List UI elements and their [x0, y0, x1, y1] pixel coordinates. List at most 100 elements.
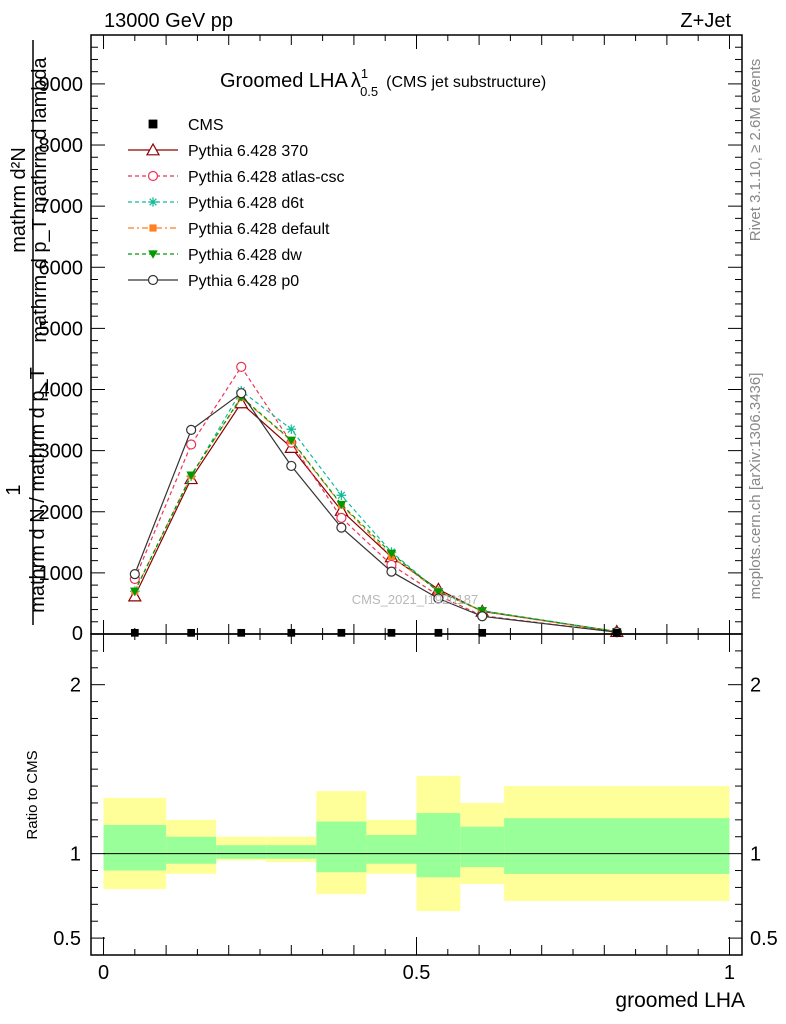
- cms-data-point: [237, 628, 246, 637]
- x-tick-label: 1: [724, 962, 735, 984]
- legend-marker-cms: [148, 119, 158, 129]
- ratio-band-inner: [504, 818, 730, 874]
- series-point-atlas_csc: [336, 512, 347, 523]
- title-suffix: (CMS jet substructure): [386, 74, 546, 91]
- legend-item-atlas_csc: Pythia 6.428 atlas-csc: [128, 169, 345, 186]
- legend-marker: [147, 170, 159, 182]
- y-tick-label: 8000: [39, 135, 84, 157]
- title-symbol: λ: [351, 70, 361, 92]
- series-point-atlas_csc: [186, 439, 197, 450]
- y-denominator-bottom: mathrm d N / mathrm d p_T: [27, 367, 49, 613]
- legend-label: CMS: [188, 117, 224, 134]
- y-tick-label: 1000: [39, 563, 84, 585]
- ratio-band-inner: [266, 845, 317, 859]
- rivet-label: Rivet 3.1.10, ≥ 2.6M events: [747, 59, 764, 242]
- y-tick-label: 5000: [39, 318, 84, 340]
- series-point-dw: [286, 436, 297, 446]
- mc-series-layer: [127, 361, 624, 638]
- ratio-band-inner: [103, 824, 167, 871]
- ratio-band-inner: [460, 826, 505, 868]
- x-tick-label: 0: [98, 962, 109, 984]
- ratio-y-tick-label: 2: [70, 675, 81, 697]
- series-point-p0: [236, 388, 247, 399]
- x-tick-label: 0.5: [403, 962, 431, 984]
- series-point-atlas_csc: [236, 361, 247, 372]
- series-point-dw: [433, 588, 444, 597]
- title-sub: 0.5: [360, 84, 378, 99]
- energy-label: 13000 GeV pp: [104, 10, 233, 32]
- process-label: Z+Jet: [680, 10, 731, 32]
- title-prefix: Groomed LHA: [220, 70, 348, 92]
- ratio-y-tick-label-right: 2: [750, 675, 761, 697]
- ratio-y-tick-label: 0.5: [53, 928, 81, 950]
- y-numerator-bottom: 1: [3, 484, 25, 495]
- ratio-y-label: Ratio to CMS: [24, 750, 41, 839]
- legend-label: Pythia 6.428 atlas-csc: [188, 169, 345, 186]
- watermark: CMS_2021_I1920187: [352, 592, 479, 607]
- cms-data-layer: [130, 628, 621, 637]
- series-point-dw: [336, 500, 347, 510]
- title-sup: 1: [361, 66, 368, 81]
- series-point-d6t: [336, 490, 347, 501]
- legend-item-dw: Pythia 6.428 dw: [128, 247, 302, 264]
- legend-marker: [149, 224, 157, 232]
- cms-data-point: [387, 628, 396, 637]
- ratio-band-inner: [166, 836, 217, 864]
- y-tick-label: 4000: [39, 380, 84, 402]
- series-point-p0: [336, 522, 347, 533]
- ratio-band-inner: [366, 835, 417, 864]
- series-line-dw: [134, 395, 617, 633]
- plot-title: Groomed LHA λ1 0.5 (CMS jet substructure): [220, 66, 546, 99]
- y-denominator-top: mathrm d p_T mathrm d lambda: [29, 56, 51, 342]
- ratio-band-inner: [316, 821, 367, 873]
- series-point-dw: [130, 587, 140, 597]
- legend-label: Pythia 6.428 dw: [188, 247, 302, 264]
- ratio-band-inner: [416, 813, 461, 878]
- legend-item-p370: Pythia 6.428 370: [128, 142, 308, 160]
- legend-marker: [148, 250, 158, 259]
- series-point-p0: [386, 566, 397, 577]
- y-tick-label: 2000: [39, 502, 84, 524]
- cms-data-point: [187, 628, 196, 637]
- series-point-p0: [186, 424, 197, 435]
- y-tick-label: 9000: [39, 74, 84, 96]
- series-point-dw: [386, 549, 397, 559]
- series-point-p0: [129, 568, 140, 580]
- y-tick-label-zero: 0: [72, 623, 83, 645]
- series-line-atlas_csc: [134, 365, 617, 633]
- legend-label: Pythia 6.428 d6t: [188, 195, 304, 212]
- legend-marker: [147, 274, 159, 286]
- legend: CMS Pythia 6.428 370 Pythia 6.428 atlas-cs…: [128, 117, 345, 290]
- series-point-p0: [477, 611, 488, 622]
- series-point-p0: [433, 593, 444, 604]
- cms-data-point: [337, 628, 346, 637]
- legend-label: Pythia 6.428 370: [188, 143, 308, 160]
- ratio-y-tick-label-right: 1: [750, 844, 761, 866]
- ratio-y-tick-label-right: 0.5: [750, 928, 778, 950]
- cms-data-point: [612, 628, 621, 637]
- legend-label: Pythia 6.428 p0: [188, 273, 299, 290]
- ratio-y-tick-label: 1: [70, 844, 81, 866]
- legend-label: Pythia 6.428 default: [188, 221, 330, 238]
- y-tick-label: 7000: [39, 196, 84, 218]
- legend-item-cms: CMS: [148, 117, 224, 134]
- ratio-plot-frame: 0.5 0.5 1 1 2 2 0 0.5 1: [53, 633, 778, 984]
- cms-data-point: [478, 628, 487, 637]
- legend-marker: [145, 142, 161, 156]
- y-tick-label: 6000: [39, 257, 84, 279]
- series-point-p0: [286, 460, 297, 472]
- legend-item-d6t: Pythia 6.428 d6t: [128, 195, 304, 212]
- series-point-d6t: [286, 424, 297, 435]
- legend-item-p0: Pythia 6.428 p0: [128, 273, 299, 290]
- y-numerator-top: mathrm d²N: [8, 147, 30, 253]
- ratio-bands-layer: [103, 775, 730, 912]
- cms-data-point: [434, 628, 443, 637]
- legend-item-default: Pythia 6.428 default: [128, 221, 330, 238]
- series-point-dw: [186, 471, 196, 480]
- ratio-band-inner: [216, 845, 267, 859]
- y-tick-label: 3000: [39, 441, 84, 463]
- legend-marker: [148, 197, 158, 207]
- mcplots-label: mcplots.cern.ch [arXiv:1306.3436]: [747, 373, 764, 600]
- x-axis-label: groomed LHA: [615, 989, 745, 1012]
